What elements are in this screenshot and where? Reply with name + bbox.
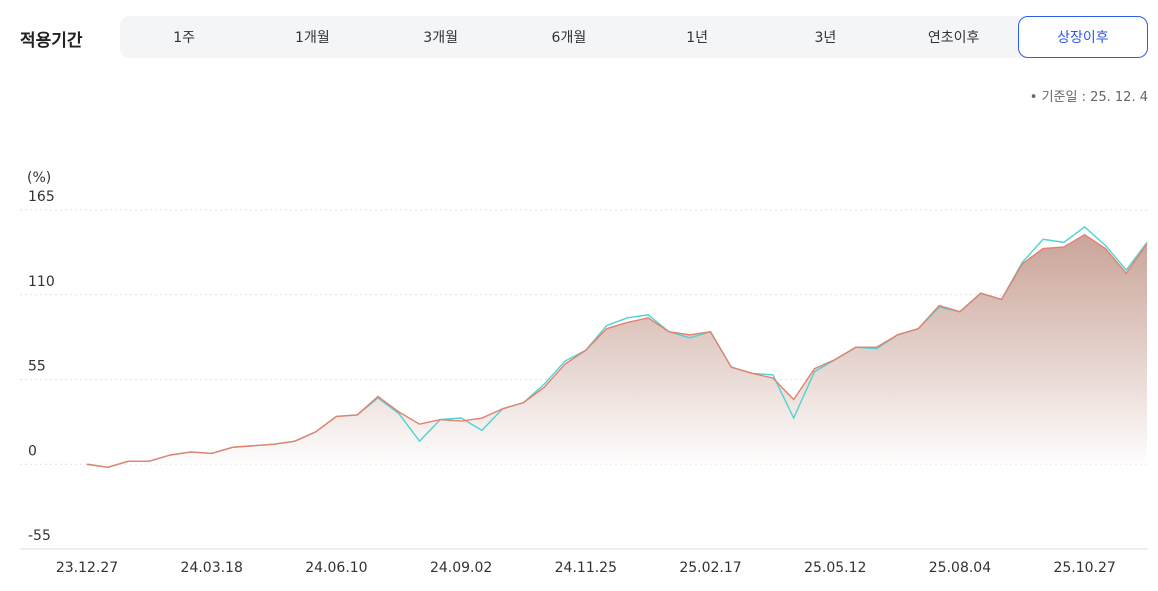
period-tab[interactable]: 3년 bbox=[814, 30, 837, 46]
y-tick-label: 110 bbox=[28, 274, 55, 290]
x-tick-label: 25.05.12 bbox=[804, 560, 866, 576]
x-tick-label: 25.08.04 bbox=[929, 560, 991, 576]
period-tab[interactable]: 1개월 bbox=[295, 30, 330, 46]
y-tick-label: 0 bbox=[28, 443, 37, 459]
y-tick-label: -55 bbox=[28, 528, 51, 544]
period-tab[interactable]: 3개월 bbox=[423, 30, 458, 46]
y-tick-label: 55 bbox=[28, 359, 46, 375]
period-tab[interactable]: 연초이후 bbox=[927, 30, 980, 46]
series-line bbox=[86, 233, 1148, 469]
x-tick-label: 25.10.27 bbox=[1053, 560, 1115, 576]
area bbox=[87, 234, 1147, 468]
as-of-date: 기준일 : 25. 12. 4 bbox=[1030, 86, 1148, 105]
period-tab[interactable]: 상장이후 bbox=[1017, 16, 1148, 58]
y-unit: (%) bbox=[27, 170, 51, 186]
x-tick-label: 24.06.10 bbox=[305, 560, 367, 576]
x-tick-label: 24.09.02 bbox=[430, 560, 492, 576]
period-tabs: 1주 1개월 3개월 6개월 1년 3년 연초이후 상장이후 bbox=[120, 16, 1148, 58]
x-tick-label: 23.12.27 bbox=[56, 560, 118, 576]
y-tick-label: 165 bbox=[28, 189, 55, 205]
x-tick-label: 24.03.18 bbox=[181, 560, 243, 576]
period-tab[interactable]: 6개월 bbox=[551, 30, 587, 46]
x-tick-label: 25.02.17 bbox=[679, 560, 741, 576]
period-tab[interactable]: 1주 bbox=[173, 30, 196, 46]
period-tab[interactable]: 1년 bbox=[686, 30, 709, 46]
x-tick-label: 24.11.25 bbox=[555, 560, 617, 576]
filter-label: 적용기간 bbox=[20, 31, 83, 51]
